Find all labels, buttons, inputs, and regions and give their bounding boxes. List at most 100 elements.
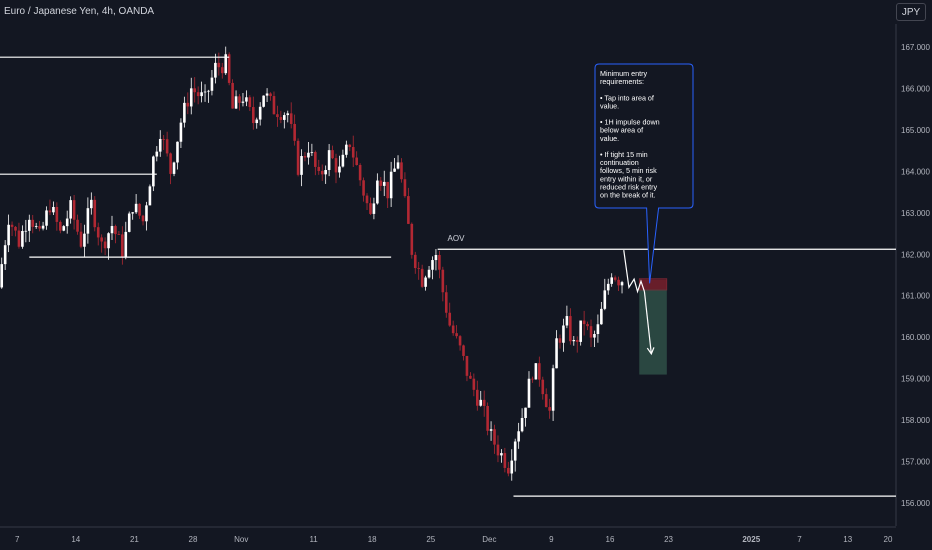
candle-body [158, 138, 162, 152]
candle-body [517, 431, 520, 442]
callout-line: • Tap into area of [600, 93, 654, 102]
candle-body [59, 221, 62, 231]
arrow-down-icon [646, 347, 655, 356]
candle-body [417, 268, 421, 269]
candle-body [24, 230, 28, 232]
time-tick-label: 16 [606, 535, 615, 544]
candle-body [572, 339, 576, 342]
candle-body [496, 444, 500, 456]
candle-body [413, 254, 417, 269]
candle-body [110, 226, 114, 234]
time-tick-label: 18 [368, 535, 377, 544]
candle-body [531, 378, 534, 380]
callout-line: reduced risk entry [600, 182, 658, 191]
stop-loss-zone[interactable] [639, 279, 667, 290]
candle-body [307, 152, 310, 158]
callout-box[interactable] [594, 63, 694, 284]
candle-body [172, 162, 176, 174]
candle-body [317, 166, 321, 171]
candle-body [558, 338, 562, 343]
price-tick-label: 165.000 [901, 126, 930, 135]
candle-body [193, 88, 197, 93]
candle-body [65, 218, 69, 227]
candle-body [114, 226, 117, 235]
candle-body [369, 203, 372, 214]
price-tick-label: 164.000 [901, 167, 930, 176]
time-tick-label: 11 [309, 535, 318, 544]
price-tick-label: 162.000 [901, 250, 930, 259]
candle-body [224, 54, 228, 74]
candle-body [155, 151, 159, 157]
candle-body [482, 399, 486, 406]
candle-body [279, 117, 283, 120]
candle-body [300, 156, 303, 175]
candle-body [200, 92, 203, 97]
candle-body [179, 122, 183, 142]
candle-body [124, 231, 128, 257]
candle-body [152, 156, 155, 187]
candle-body [286, 113, 290, 116]
candle-body [52, 206, 55, 213]
price-axis[interactable]: 156.000 157.000 158.000 159.000 160.000 161.0… [901, 43, 930, 508]
candle-body [293, 123, 296, 141]
currency-button[interactable]: JPY [896, 3, 926, 21]
candle-body [503, 453, 507, 468]
candle-body [276, 114, 279, 118]
candle-body [593, 334, 596, 338]
candle-body [148, 186, 152, 206]
candle-body [31, 219, 35, 227]
candle-body [127, 213, 131, 232]
candle-body [238, 96, 241, 103]
candle-body [527, 378, 531, 408]
candle-body [283, 115, 286, 120]
callout-line: entry within it, or [600, 174, 653, 183]
candle-body [176, 141, 179, 163]
candle-body [14, 226, 17, 231]
candle-body [107, 233, 110, 249]
candle-body [334, 158, 338, 173]
candle-body [465, 355, 469, 376]
time-tick-label: 7 [15, 535, 20, 544]
aov-annotation: AOV [448, 234, 466, 243]
candle-body [72, 200, 76, 220]
stop-loss-outline [638, 278, 668, 291]
candle-body [469, 375, 472, 379]
projection-zigzag [623, 250, 646, 294]
projection-arrow-shaft [643, 291, 652, 354]
candle-body [331, 150, 334, 159]
time-axis[interactable]: 7 14 21 28 Nov 11 18 25 Dec 9 16 23 2025 7 13 20 [15, 535, 893, 544]
price-tick-label: 160.000 [901, 333, 930, 342]
candle-body [86, 208, 90, 234]
candle-body [541, 379, 545, 395]
candle-body [138, 203, 141, 216]
candle-body [62, 226, 66, 231]
candle-body [320, 170, 324, 175]
callout-line: value. [600, 134, 619, 143]
candle-body [117, 234, 121, 235]
candle-body [448, 312, 452, 326]
candle-body [524, 407, 527, 418]
callout-line: continuation [600, 158, 639, 167]
candle-body [510, 460, 514, 474]
candle-body [455, 333, 458, 337]
time-tick-label: 9 [549, 535, 554, 544]
candle-body [83, 233, 86, 247]
candle-body [606, 283, 610, 291]
short-position[interactable] [638, 278, 668, 375]
price-tick-label: 158.000 [901, 416, 930, 425]
candle-body [162, 138, 165, 140]
candle-body [345, 144, 348, 155]
callout-line: • If tight 15 min [600, 150, 648, 159]
callout-line: Minimum entry [600, 69, 648, 78]
candle-body [214, 62, 217, 78]
take-profit-zone[interactable] [639, 289, 667, 375]
candle-body [100, 237, 103, 242]
candle-body [382, 181, 386, 186]
candle-body [262, 95, 265, 107]
candle-body [96, 227, 100, 238]
candles [0, 46, 624, 481]
candle-body [145, 205, 148, 222]
candle-body [365, 195, 369, 204]
